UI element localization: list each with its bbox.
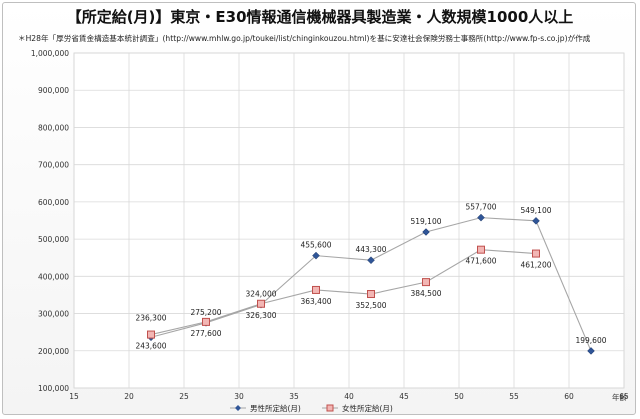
x-tick-label: 55 (509, 392, 519, 401)
y-tick-label: 800,000 (38, 123, 69, 132)
y-tick-label: 100,000 (38, 384, 69, 393)
data-label: 199,600 (575, 336, 606, 345)
legend: 男性所定給(月) 女性所定給(月) (230, 403, 393, 413)
y-axis-ticks: 100,000 200,000 300,000 400,000 500,000 600,0… (31, 49, 69, 393)
x-tick-label: 20 (124, 392, 134, 401)
x-axis-label: 年齢 (612, 392, 627, 402)
x-tick-label: 45 (399, 392, 409, 401)
data-label: 443,300 (355, 245, 386, 254)
x-tick-label: 65 (619, 392, 629, 401)
data-label: 352,500 (355, 301, 386, 310)
y-tick-label: 700,000 (38, 161, 69, 170)
data-label: 461,200 (520, 261, 551, 270)
data-point-male (367, 256, 375, 265)
data-point-female (367, 290, 375, 299)
data-label: 363,400 (300, 297, 331, 306)
data-label: 236,300 (135, 313, 166, 322)
series-markers (147, 213, 595, 355)
y-tick-label: 200,000 (38, 347, 69, 356)
x-tick-label: 30 (234, 392, 244, 401)
data-point-male (587, 347, 595, 355)
data-point-female (532, 249, 540, 258)
y-tick-label: 300,000 (38, 310, 69, 319)
data-point-female (312, 285, 320, 294)
data-point-female (202, 317, 210, 326)
data-label: 519,100 (410, 217, 441, 226)
y-tick-label: 600,000 (38, 198, 69, 207)
data-label: 455,600 (300, 241, 331, 250)
y-tick-label: 900,000 (38, 86, 69, 95)
x-tick-label: 35 (289, 392, 299, 401)
legend-label-male: 男性所定給(月) (250, 403, 301, 413)
data-point-male (422, 228, 430, 236)
grid-lines (73, 52, 625, 389)
legend-marker-male (235, 405, 241, 411)
data-label: 277,600 (190, 329, 221, 338)
data-label: 326,300 (245, 311, 276, 320)
x-axis-ticks: 15 20 25 30 35 40 45 50 55 60 65 (69, 392, 629, 401)
data-label: 324,000 (245, 290, 276, 299)
chart-title: 【所定給(月)】東京・E30情報通信機械器具製造業・人数規模1000人以上 (66, 8, 574, 26)
data-labels: 236,300 275,200 324,000 455,600 443,300 519,1… (135, 203, 606, 351)
x-tick-label: 40 (344, 392, 354, 401)
series-line-female (150, 249, 537, 336)
y-tick-label: 500,000 (38, 235, 69, 244)
data-label: 384,500 (410, 289, 441, 298)
x-tick-label: 60 (564, 392, 574, 401)
data-point-male (312, 251, 320, 260)
data-point-female (477, 245, 485, 254)
y-tick-label: 1,000,000 (31, 49, 69, 58)
data-point-female (147, 330, 155, 339)
data-point-male (532, 216, 540, 225)
data-label: 243,600 (135, 342, 166, 351)
chart-subtitle: ＊H28年「厚労省賃金構造基本統計調査」(http://www.mhlw.go.… (18, 34, 591, 43)
data-label: 549,100 (520, 206, 551, 215)
data-label: 275,200 (190, 308, 221, 317)
data-point-male (477, 213, 485, 222)
x-tick-label: 50 (454, 392, 464, 401)
data-point-female (257, 299, 265, 308)
data-label: 557,700 (465, 203, 496, 212)
legend-label-female: 女性所定給(月) (342, 403, 393, 413)
x-tick-label: 15 (69, 392, 79, 401)
data-label: 471,600 (465, 257, 496, 266)
y-tick-label: 400,000 (38, 272, 69, 281)
x-tick-label: 25 (179, 392, 189, 401)
legend-marker-female (326, 404, 334, 412)
data-point-female (422, 278, 430, 287)
